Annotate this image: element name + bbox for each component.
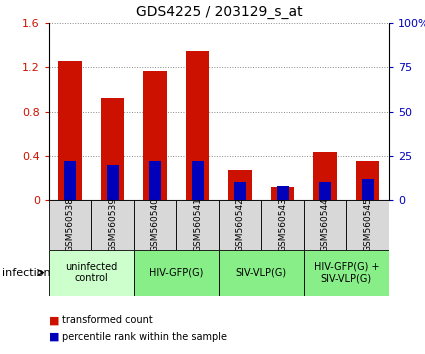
Text: SIV-VLP(G): SIV-VLP(G) bbox=[236, 268, 287, 278]
Bar bbox=[134, 200, 176, 250]
Text: ■: ■ bbox=[49, 332, 60, 342]
Bar bbox=[186, 51, 209, 200]
Bar bbox=[49, 250, 134, 296]
Text: HIV-GFP(G) +
SIV-VLP(G): HIV-GFP(G) + SIV-VLP(G) bbox=[314, 262, 379, 284]
Text: transformed count: transformed count bbox=[62, 315, 153, 325]
Bar bbox=[58, 61, 82, 200]
Bar bbox=[149, 161, 161, 200]
Text: GSM560540: GSM560540 bbox=[150, 197, 160, 252]
Bar bbox=[134, 250, 219, 296]
Bar bbox=[176, 200, 219, 250]
Bar bbox=[319, 182, 331, 200]
Bar bbox=[107, 165, 119, 200]
Bar bbox=[346, 200, 389, 250]
Bar bbox=[304, 200, 346, 250]
Text: GSM560538: GSM560538 bbox=[65, 197, 75, 252]
Bar bbox=[101, 98, 124, 200]
Text: GSM560539: GSM560539 bbox=[108, 197, 117, 252]
Bar bbox=[228, 170, 252, 200]
Bar bbox=[304, 250, 389, 296]
Bar bbox=[219, 200, 261, 250]
Bar bbox=[219, 250, 304, 296]
Bar bbox=[271, 187, 294, 200]
Text: GSM560542: GSM560542 bbox=[235, 198, 245, 252]
Bar bbox=[313, 153, 337, 200]
Bar bbox=[143, 70, 167, 200]
Bar bbox=[49, 200, 91, 250]
Text: GSM560541: GSM560541 bbox=[193, 197, 202, 252]
Text: infection: infection bbox=[2, 268, 51, 278]
Bar bbox=[91, 200, 134, 250]
Bar bbox=[356, 161, 379, 200]
Text: HIV-GFP(G): HIV-GFP(G) bbox=[149, 268, 204, 278]
Text: GSM560544: GSM560544 bbox=[320, 198, 330, 252]
Bar bbox=[64, 161, 76, 200]
Bar bbox=[277, 186, 289, 200]
Text: GSM560543: GSM560543 bbox=[278, 197, 287, 252]
Title: GDS4225 / 203129_s_at: GDS4225 / 203129_s_at bbox=[136, 5, 302, 19]
Bar bbox=[362, 179, 374, 200]
Bar bbox=[234, 182, 246, 200]
Text: uninfected
control: uninfected control bbox=[65, 262, 117, 284]
Bar bbox=[261, 200, 304, 250]
Text: percentile rank within the sample: percentile rank within the sample bbox=[62, 332, 227, 342]
Text: ■: ■ bbox=[49, 315, 60, 325]
Bar bbox=[192, 161, 204, 200]
Text: GSM560545: GSM560545 bbox=[363, 197, 372, 252]
